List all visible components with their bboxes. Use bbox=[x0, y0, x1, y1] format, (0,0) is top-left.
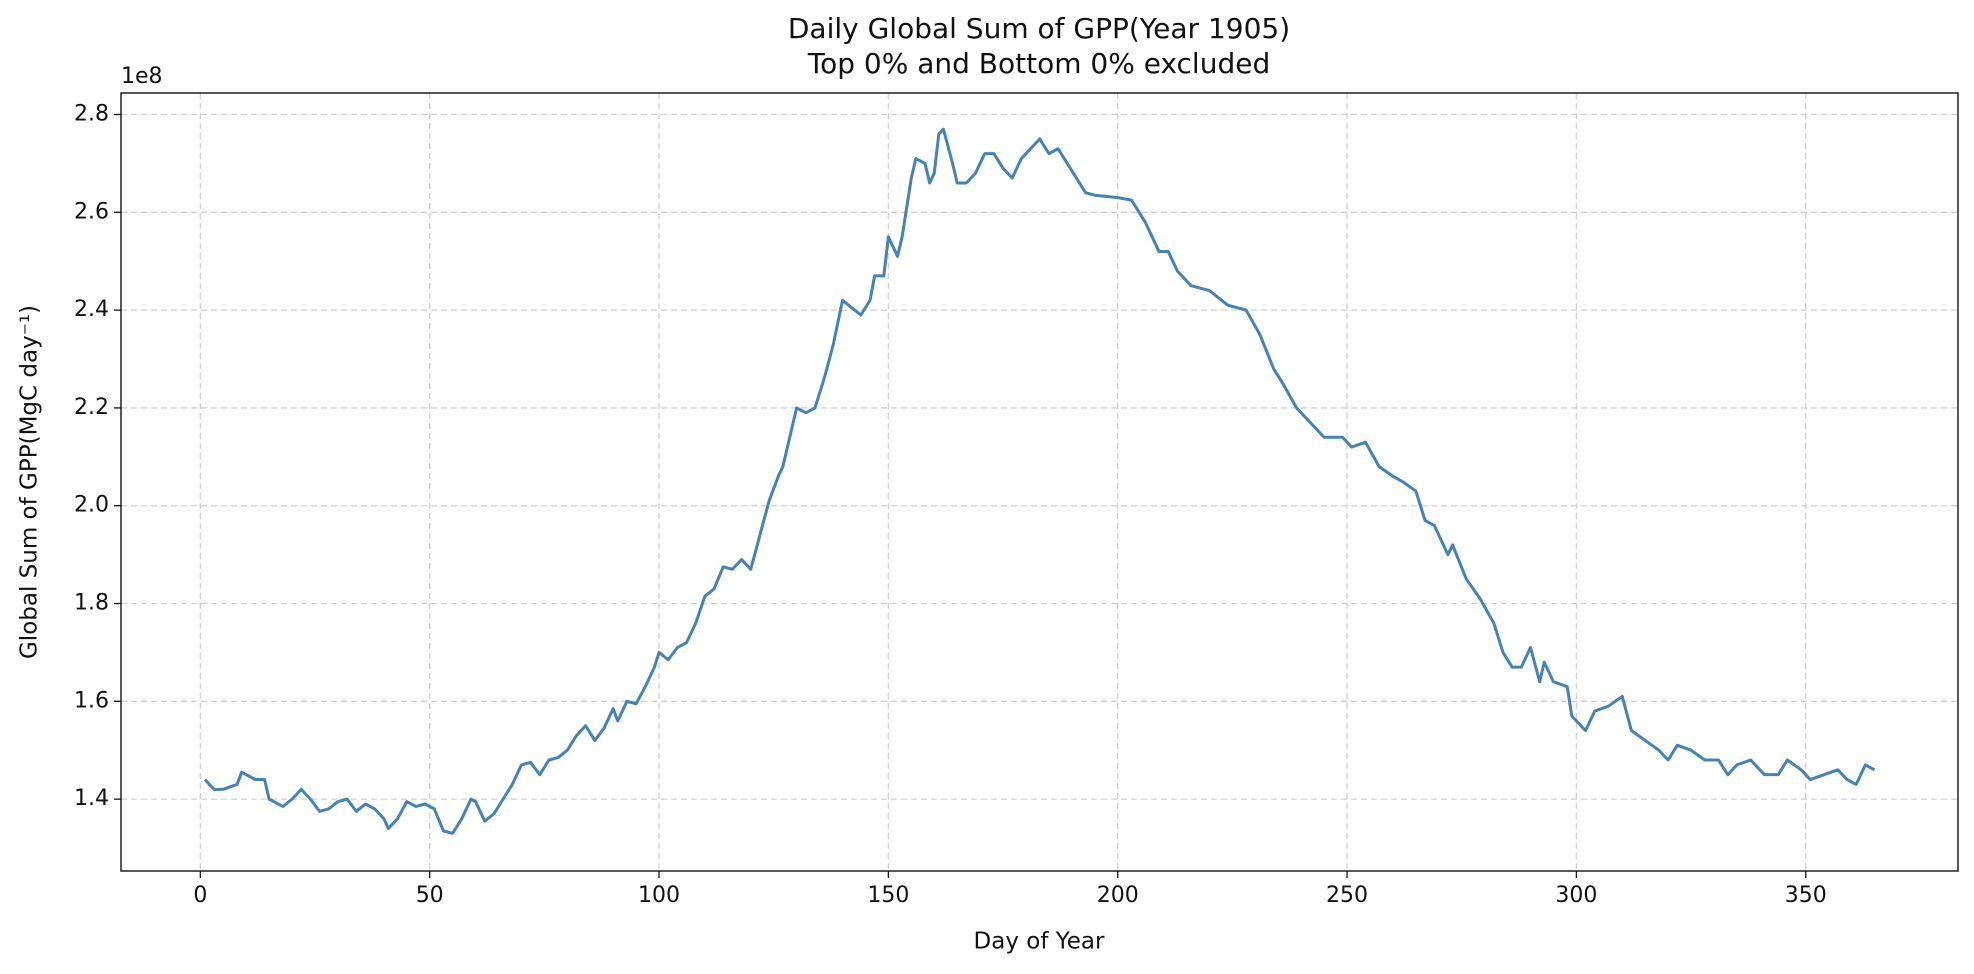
y-tick-label: 1.8 bbox=[74, 591, 109, 616]
y-tick-label: 2.6 bbox=[74, 199, 109, 224]
x-tick-label: 300 bbox=[1555, 883, 1597, 908]
y-tick-label: 1.4 bbox=[74, 786, 109, 811]
x-tick-label: 0 bbox=[193, 883, 207, 908]
y-tick-label: 2.8 bbox=[74, 102, 109, 127]
chart-subtitle: Top 0% and Bottom 0% excluded bbox=[807, 47, 1270, 80]
x-tick-label: 150 bbox=[867, 883, 909, 908]
x-tick-label: 50 bbox=[416, 883, 444, 908]
x-axis-label: Day of Year bbox=[974, 929, 1105, 955]
y-tick-label: 2.4 bbox=[74, 297, 109, 322]
x-tick-label: 250 bbox=[1326, 883, 1368, 908]
x-tick-label: 100 bbox=[638, 883, 680, 908]
data-line bbox=[203, 127, 1876, 835]
chart-title: Daily Global Sum of GPP(Year 1905) bbox=[788, 12, 1290, 45]
x-tick-label: 200 bbox=[1097, 883, 1139, 908]
y-tick-label: 1.6 bbox=[74, 688, 109, 713]
y-offset-label: 1e8 bbox=[121, 64, 163, 89]
y-axis-label: Global Sum of GPP(MgC day⁻¹) bbox=[17, 305, 43, 659]
y-tick-label: 2.0 bbox=[74, 493, 109, 518]
y-tick-label: 2.2 bbox=[74, 395, 109, 420]
x-tick-label: 350 bbox=[1785, 883, 1827, 908]
plot-frame bbox=[120, 92, 1959, 872]
